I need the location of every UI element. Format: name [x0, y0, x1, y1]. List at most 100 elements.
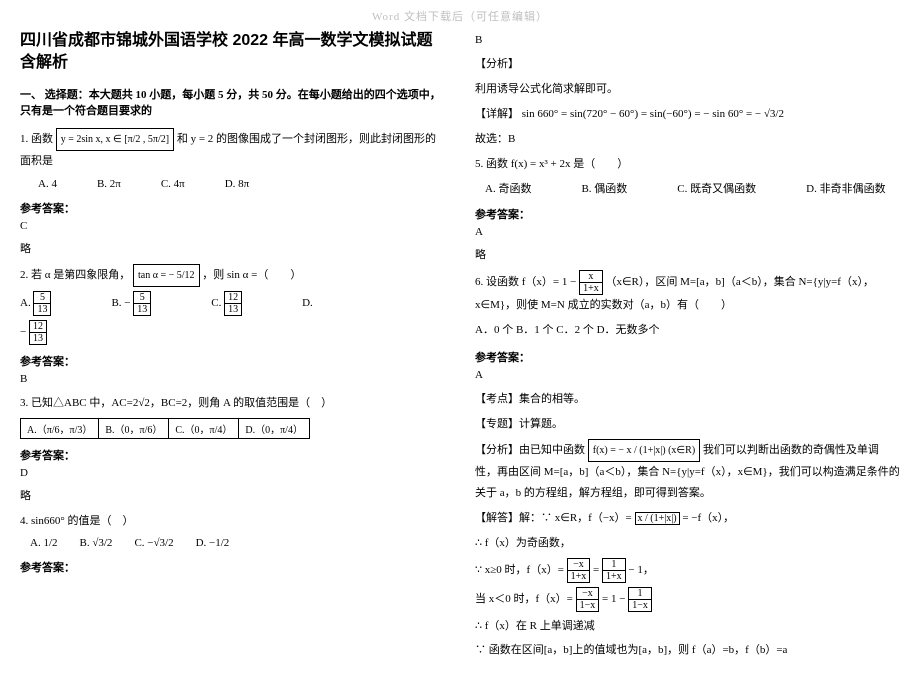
q3-answer: D: [20, 467, 445, 479]
q2-cond-box: tan α = − 5/12: [133, 264, 200, 287]
q2-a-label: A.: [20, 297, 31, 309]
page-container: 四川省成都市锦城外国语学校 2022 年高一数学文模拟试题含解析 一、 选择题：…: [0, 0, 920, 675]
q6-fx-expr: f(x) = − x / (1+|x|) (x∈R): [588, 439, 700, 462]
q2-answer-ref: 参考答案：: [20, 353, 445, 369]
q5-opt-b: B. 偶函数: [581, 180, 627, 196]
q6-pre: 6. 设函数 f（x）= 1 −: [475, 276, 576, 288]
q3-answer-ref: 参考答案：: [20, 447, 445, 463]
q6-kaodian: 【考点】集合的相等。: [475, 389, 900, 410]
frac-den: 13: [33, 304, 51, 316]
q5-opt-d: D. 非奇非偶函数: [806, 180, 885, 196]
q2-c-label: C.: [211, 297, 221, 309]
q2-post: ，则 sin α =（ ）: [202, 269, 301, 281]
q1-answer-ref: 参考答案：: [20, 200, 445, 216]
frac-num: x: [579, 270, 603, 283]
q6-jieda-l1: 【解答】解：∵ x∈R，f（−x）= x / (1+|x|) = −f（x），: [475, 508, 900, 529]
q4-analysis-h: 【分析】: [475, 54, 900, 75]
q5-opt-c: C. 既奇又偶函数: [677, 180, 756, 196]
q2-opt-a: A. 5 13: [20, 291, 51, 316]
q5-opt-a: A. 奇函数: [485, 180, 531, 196]
q2-options: A. 5 13 B. − 5 13 C. 12 13 D.: [20, 291, 445, 316]
q2-c-frac: 12 13: [224, 291, 242, 316]
frac-only: x / (1+|x|): [635, 512, 680, 525]
l3-mid: =: [593, 564, 602, 576]
q4-detail-h: 【详解】 sin 660° = sin(720° − 60°) = sin(−6…: [475, 104, 900, 125]
frac-num: 5: [33, 291, 51, 304]
neg-sign: −: [20, 326, 26, 338]
q1-opt-b: B. 2π: [97, 178, 121, 190]
q1-opt-a: A. 4: [38, 178, 57, 190]
q6-fenxi: 【分析】由已知中函数 f(x) = − x / (1+|x|) (x∈R) 我们…: [475, 439, 900, 504]
q5-options: A. 奇函数 B. 偶函数 C. 既奇又偶函数 D. 非奇非偶函数: [485, 180, 900, 196]
frac-num: 1: [628, 587, 652, 600]
q1-note: 略: [20, 240, 445, 256]
q5-note: 略: [475, 246, 900, 262]
frac-den: 13: [29, 333, 47, 345]
q6-frac: x 1+x: [579, 270, 603, 295]
l4-frac-b: 1 1−x: [628, 587, 652, 612]
fx-label: 【分析】由已知中函数: [475, 444, 588, 456]
frac-den: 1+x: [602, 571, 626, 583]
frac-num: 12: [224, 291, 242, 304]
q6-jieda-l3: ∵ x≥0 时，f（x）= −x 1+x = 1 1+x − 1，: [475, 558, 900, 583]
q2-opt-b: B. − 5 13: [111, 291, 151, 316]
q6-jieda-l5: ∴ f（x）在 R 上单调递减: [475, 616, 900, 637]
q4-so: 故选：B: [475, 129, 900, 150]
q4-answer-ref: 参考答案：: [20, 559, 445, 575]
frac-num: 5: [133, 291, 151, 304]
q2-extra-opt: − 12 13: [20, 320, 445, 345]
q3-options-table: A.（π/6，π/3） B.（0，π/6） C.（0，π/4） D.（0，π/4…: [20, 418, 310, 439]
q2-opt-c: C. 12 13: [211, 291, 242, 316]
q6-answer: A: [475, 369, 900, 381]
question-3: 3. 已知△ABC 中，AC=2√2，BC=2，则角 A 的取值范围是（ ）: [20, 393, 445, 414]
jd-eq: = −f（x），: [682, 512, 734, 524]
q4-opt-a: A. 1/2: [30, 537, 58, 549]
question-6: 6. 设函数 f（x）= 1 − x 1+x （x∈R），区间 M=[a，b]（…: [475, 270, 900, 316]
q4-options: A. 1/2 B. √3/2 C. −√3/2 D. −1/2: [30, 537, 445, 549]
q3-opt-d: D.（0，π/4）: [239, 418, 310, 438]
frac-num: 12: [29, 320, 47, 333]
q6-zhuanti: 【专题】计算题。: [475, 414, 900, 435]
q4-opt-d: D. −1/2: [196, 537, 230, 549]
jd-label: 【解答】解：∵ x∈R，f（−x）=: [475, 512, 632, 524]
left-column: 四川省成都市锦城外国语学校 2022 年高一数学文模拟试题含解析 一、 选择题：…: [20, 30, 445, 665]
q4-answer: B: [475, 34, 900, 46]
l4-frac-a: −x 1−x: [576, 587, 600, 612]
q6-jieda-l2: ∴ f（x）为奇函数，: [475, 533, 900, 554]
q2-opt-d: D.: [302, 293, 313, 314]
frac-den: 1+x: [567, 571, 591, 583]
q2-b-label: B. −: [111, 297, 130, 309]
watermark-text: Word 文档下载后（可任意编辑）: [0, 8, 920, 24]
q6-answer-ref: 参考答案：: [475, 349, 900, 365]
frac-num: 1: [602, 558, 626, 571]
l3-pre: ∵ x≥0 时，f（x）=: [475, 564, 567, 576]
question-5: 5. 函数 f(x) = x³ + 2x 是（ ）: [475, 154, 900, 175]
q6-options: A．0 个 B．1 个 C．2 个 D．无数多个: [475, 320, 900, 341]
l3-post: − 1，: [628, 564, 653, 576]
detail-expr: sin 660° = sin(720° − 60°) = sin(−60°) =…: [522, 108, 784, 120]
q3-opt-c: C.（0，π/4）: [169, 418, 239, 438]
q1-opt-c: C. 4π: [161, 178, 185, 190]
q6-jieda-l4: 当 x＜0 时，f（x）= −x 1−x = 1 − 1 1−x: [475, 587, 900, 612]
frac-num: −x: [567, 558, 591, 571]
l3-frac-b: 1 1+x: [602, 558, 626, 583]
question-2: 2. 若 α 是第四象限角， tan α = − 5/12 ，则 sin α =…: [20, 264, 445, 287]
q1-expr-box: y = 2sin x, x ∈ [π/2 , 5π/2]: [56, 128, 174, 151]
q6-jd-frac: x / (1+|x|): [635, 512, 680, 525]
q3-note: 略: [20, 487, 445, 503]
q2-answer: B: [20, 373, 445, 385]
question-1: 1. 函数 y = 2sin x, x ∈ [π/2 , 5π/2] 和 y =…: [20, 128, 445, 172]
q2-extra-frac: 12 13: [29, 320, 47, 345]
l3-frac-a: −x 1+x: [567, 558, 591, 583]
frac-num: −x: [576, 587, 600, 600]
q1-options: A. 4 B. 2π C. 4π D. 8π: [38, 178, 445, 190]
q1-answer: C: [20, 220, 445, 232]
frac-den: 1−x: [628, 600, 652, 612]
frac-den: 13: [224, 304, 242, 316]
right-column: B 【分析】 利用诱导公式化简求解即可。 【详解】 sin 660° = sin…: [475, 30, 900, 665]
q2-b-frac: 5 13: [133, 291, 151, 316]
frac-den: 1−x: [576, 600, 600, 612]
q1-stem-pre: 1. 函数: [20, 133, 56, 145]
doc-title: 四川省成都市锦城外国语学校 2022 年高一数学文模拟试题含解析: [20, 30, 445, 75]
q4-opt-c: C. −√3/2: [134, 537, 173, 549]
